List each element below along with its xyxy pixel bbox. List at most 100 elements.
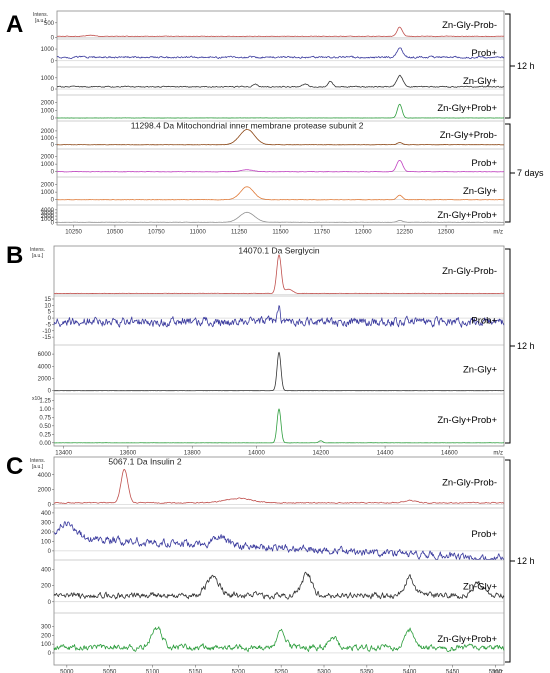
y-tick-label: 2000 — [41, 214, 55, 220]
series-label: Prob+ — [471, 316, 497, 327]
y-tick-label: 2000 — [38, 488, 52, 494]
spectrum-line — [56, 129, 505, 146]
y-tick-label: -10 — [42, 329, 51, 335]
series-label: Zn-Gly+Prob+ — [437, 634, 497, 645]
y-tick-label: 0 — [48, 389, 52, 395]
panel-b: B Intens.[a.u.]Zn-Gly-Prob--15-10-5051015… — [6, 242, 535, 457]
spectrum-trace: 0 200 400 Zn-Gly+ — [41, 559, 505, 606]
series-label: Zn-Gly+ — [463, 76, 498, 87]
x-tick-label: 5000 — [60, 670, 74, 673]
spectrum-line — [56, 211, 505, 223]
series-label: Zn-Gly+ — [463, 365, 498, 376]
annotation: 14070.1 Da Serglycin — [238, 246, 320, 256]
y-tick-label: 1000 — [41, 47, 55, 53]
spectrum-trace: 0 2000 4000 Zn-Gly-Prob- — [38, 468, 505, 508]
y-axis-caption: [a.u.] — [32, 253, 44, 259]
x-tick-label: 14400 — [377, 451, 394, 457]
spectrum-line — [53, 351, 505, 392]
y-tick-label: -15 — [42, 335, 51, 341]
y-tick-label: 200 — [41, 584, 52, 590]
y-tick-label: 4000 — [38, 364, 52, 370]
x-tick-label: 5050 — [103, 670, 117, 673]
panel-letter: C — [6, 453, 23, 480]
spectrum-line — [56, 26, 505, 38]
spectrum-trace: 0 1000 Zn-Gly+ — [41, 66, 505, 93]
spectrum-line — [53, 408, 505, 444]
group-bracket — [505, 248, 511, 444]
y-axis-caption: [a.u.] — [35, 18, 47, 24]
x-tick-label: 5350 — [360, 670, 374, 673]
x-tick-label: 5250 — [274, 670, 288, 673]
panel-c: C Intens.[a.u.]020004000Zn-Gly-Prob-01002… — [6, 453, 535, 673]
y-tick-label: 300 — [41, 625, 52, 631]
x-unit: m/z — [493, 230, 503, 236]
spectrum-line — [56, 74, 505, 88]
y-tick-label: 15 — [44, 297, 51, 303]
spectrum-trace: 0 100 200 300 400 Prob+ — [41, 507, 505, 560]
y-tick-label: 100 — [41, 539, 52, 545]
spectrum-line — [56, 160, 505, 173]
y-tick-label: 0 — [51, 198, 55, 204]
x-tick-label: 12250 — [396, 230, 413, 236]
y-tick-label: 0.00 — [39, 441, 51, 447]
annotation: 5067.1 Da Insulin 2 — [108, 457, 182, 467]
series-label: Zn-Gly-Prob- — [442, 266, 497, 277]
y-tick-label: 300 — [41, 520, 52, 526]
spectrum-trace: 0 500 Zn-Gly-Prob- — [44, 20, 505, 42]
y-tick-label: 2000 — [41, 129, 55, 135]
x-tick-label: 14600 — [441, 451, 458, 457]
y-tick-label: 0 — [48, 549, 52, 555]
y-tick-label: 3000 — [41, 211, 55, 217]
group-label: 7 days — [517, 168, 544, 178]
y-tick-label: 2000 — [38, 376, 52, 382]
y-tick-label: 4000 — [41, 208, 55, 214]
y-tick-label: 0 — [51, 59, 55, 65]
x-tick-label: 5500 — [489, 670, 503, 673]
y-tick-label: 1000 — [41, 76, 55, 82]
x-unit: m/z — [493, 670, 503, 673]
x-tick-label: 5400 — [403, 670, 417, 673]
y-tick-label: 0 — [48, 651, 52, 657]
y-tick-label: 10 — [44, 303, 51, 309]
series-label: Prob+ — [471, 529, 497, 540]
y-tick-label: 0 — [51, 170, 55, 176]
x-tick-label: 10500 — [107, 230, 124, 236]
y-tick-label: 500 — [44, 21, 55, 27]
annotation: 11298.4 Da Mitochondrial inner membrane … — [131, 121, 364, 131]
y-tick-label: 400 — [41, 511, 52, 517]
series-label: Zn-Gly+ — [463, 582, 498, 593]
series-label: Zn-Gly+Prob- — [440, 130, 497, 141]
spectrum-line — [53, 626, 505, 653]
spectrum-trace: 0 1000 Prob+ — [41, 38, 505, 65]
y-axis-caption: Intens. — [30, 458, 45, 464]
x-tick-label: 5150 — [189, 670, 203, 673]
y-tick-label: 200 — [41, 530, 52, 536]
plot-frame — [53, 456, 505, 666]
y-tick-label: 0 — [51, 116, 55, 122]
y-tick-label: 1000 — [41, 162, 55, 168]
x-tick-label: 5100 — [146, 670, 160, 673]
spectrum-line — [53, 521, 505, 560]
x-tick-label: 13400 — [55, 451, 72, 457]
panel-letter: B — [6, 242, 23, 269]
y-tick-label: 0 — [51, 143, 55, 149]
x-tick-label: 12500 — [438, 230, 455, 236]
x-tick-label: 12000 — [355, 230, 372, 236]
spectrum-line — [53, 254, 505, 295]
y-tick-label: 1.00 — [39, 407, 51, 413]
y-tick-label: 0 — [48, 600, 52, 606]
series-label: Prob+ — [471, 48, 497, 59]
x-tick-label: 13600 — [120, 451, 137, 457]
spectrum-line — [56, 47, 505, 59]
group-label: 12 h — [517, 556, 535, 566]
y-tick-label: 5 — [48, 310, 52, 316]
series-label: Zn-Gly-Prob- — [442, 478, 497, 489]
y-tick-label: 2000 — [41, 101, 55, 107]
